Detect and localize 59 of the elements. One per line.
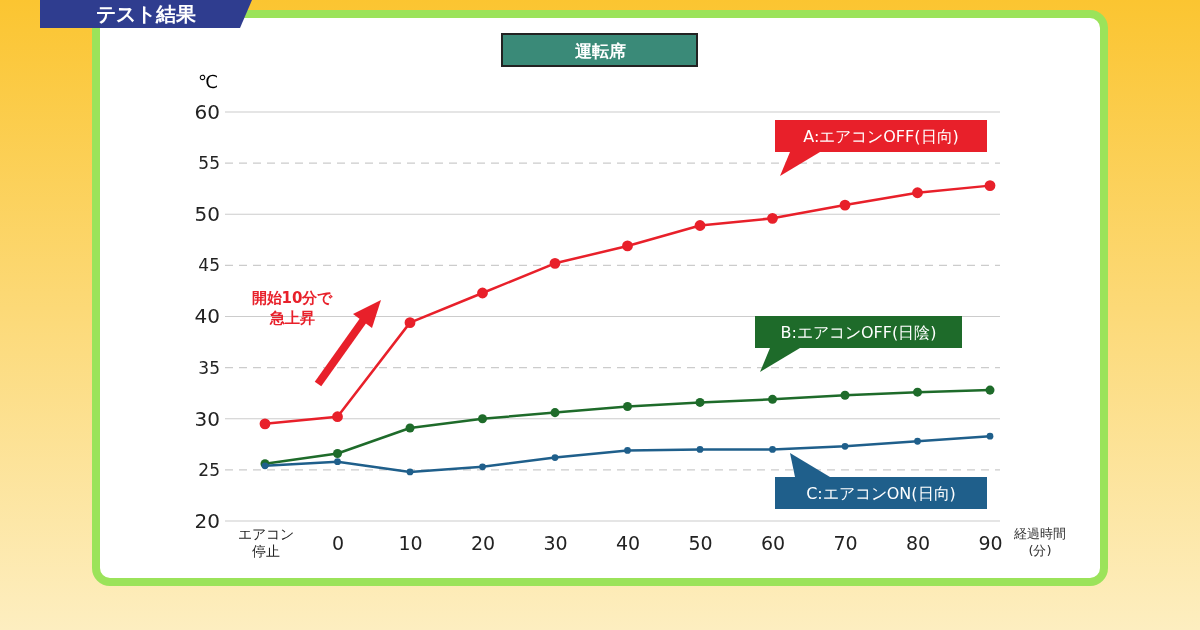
x-axis-title: 経過時間(分) bbox=[1013, 526, 1066, 558]
point bbox=[767, 212, 778, 224]
point bbox=[695, 397, 705, 407]
point bbox=[550, 408, 560, 418]
x-tick-label: 70 bbox=[833, 531, 858, 554]
text: A:エアコンOFF(日向) bbox=[803, 127, 959, 146]
y-tick-label: 40 bbox=[194, 304, 220, 329]
point bbox=[622, 240, 633, 252]
point bbox=[912, 387, 923, 397]
point bbox=[624, 447, 631, 454]
point bbox=[551, 454, 559, 461]
point bbox=[841, 442, 849, 450]
point bbox=[479, 463, 486, 471]
point bbox=[912, 187, 923, 199]
point bbox=[696, 446, 704, 453]
y-tick-label: 45 bbox=[198, 255, 220, 276]
x-tick-label: 0 bbox=[331, 531, 345, 554]
point bbox=[259, 418, 271, 430]
point bbox=[334, 458, 341, 466]
legend-label: C:エアコンON(日向) bbox=[806, 484, 956, 503]
x-tick-label: 80 bbox=[905, 531, 931, 554]
point bbox=[404, 317, 416, 329]
point bbox=[985, 385, 995, 395]
point bbox=[694, 220, 706, 231]
text: B:エアコンOFF(日陰) bbox=[780, 323, 937, 342]
point bbox=[622, 401, 633, 411]
y-tick-label: 60 bbox=[194, 99, 220, 124]
point bbox=[477, 287, 488, 299]
x-tick-label: 30 bbox=[543, 531, 568, 554]
point bbox=[549, 257, 561, 269]
x-tick-label: エアコン停止 bbox=[237, 525, 294, 559]
annotation: 開始10分で急上昇 bbox=[251, 289, 334, 327]
y-axis-title: ℃ bbox=[197, 71, 219, 92]
point bbox=[332, 449, 343, 459]
point bbox=[405, 423, 415, 433]
x-tick-label: 50 bbox=[688, 531, 713, 554]
chart-title: 運転席 bbox=[573, 41, 626, 61]
x-tick-label: 90 bbox=[978, 531, 1003, 554]
y-tick-label: 35 bbox=[198, 357, 220, 378]
chart-subtitle: テスト結果 bbox=[96, 2, 197, 26]
y-tick-label: 50 bbox=[194, 202, 220, 227]
point bbox=[840, 390, 850, 400]
x-tick-label: 20 bbox=[470, 531, 496, 554]
point bbox=[914, 437, 921, 445]
point bbox=[477, 414, 488, 424]
point bbox=[767, 394, 778, 404]
y-tick-label: 55 bbox=[198, 153, 220, 174]
point bbox=[984, 180, 996, 192]
point bbox=[406, 468, 414, 476]
x-tick-label: 10 bbox=[398, 531, 423, 554]
y-tick-label: 20 bbox=[194, 508, 220, 533]
point bbox=[769, 446, 776, 453]
point bbox=[986, 432, 994, 440]
y-tick-label: 30 bbox=[194, 406, 220, 431]
point bbox=[332, 411, 343, 423]
x-tick-label: 40 bbox=[615, 531, 641, 554]
point bbox=[839, 199, 851, 211]
y-tick-label: 25 bbox=[198, 459, 220, 480]
x-tick-label: 60 bbox=[760, 531, 786, 554]
